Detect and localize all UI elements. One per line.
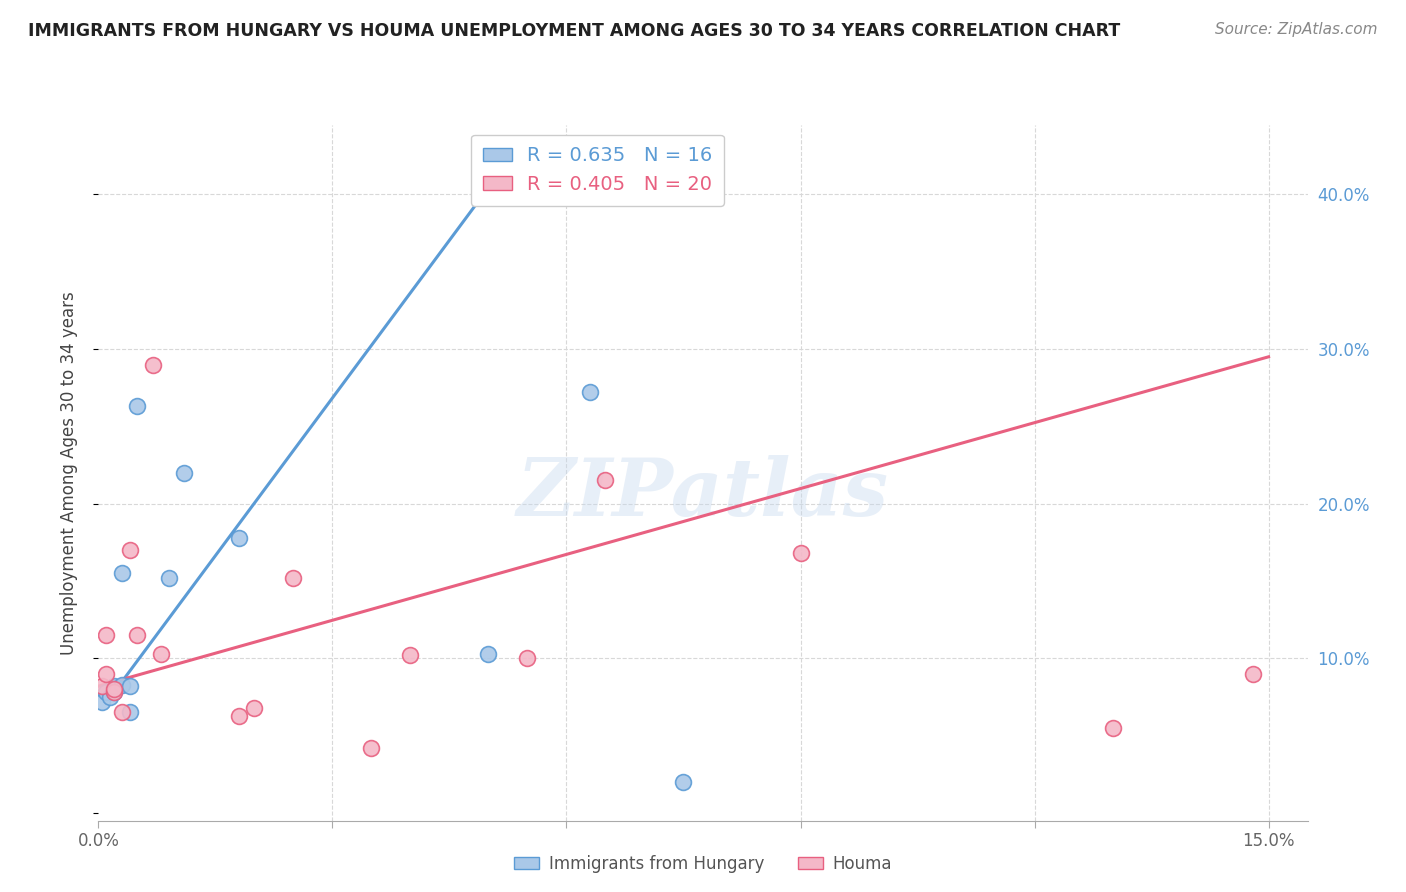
- Point: [91, 695, 114, 709]
- Point: [111, 677, 134, 691]
- Point: [283, 571, 305, 585]
- Point: [103, 685, 125, 699]
- Point: [228, 531, 250, 545]
- Point: [360, 741, 382, 756]
- Y-axis label: Unemployment Among Ages 30 to 34 years: Unemployment Among Ages 30 to 34 years: [59, 291, 77, 655]
- Point: [595, 474, 617, 488]
- Point: [127, 628, 149, 642]
- Point: [111, 566, 134, 581]
- Point: [96, 666, 118, 681]
- Point: [789, 546, 811, 560]
- Point: [672, 775, 695, 789]
- Point: [579, 385, 602, 400]
- Point: [96, 628, 118, 642]
- Point: [243, 700, 266, 714]
- Point: [103, 679, 125, 693]
- Text: ZIPatlas: ZIPatlas: [517, 455, 889, 533]
- Point: [149, 647, 172, 661]
- Point: [157, 571, 180, 585]
- Point: [477, 647, 499, 661]
- Point: [91, 679, 114, 693]
- Point: [1241, 666, 1264, 681]
- Point: [142, 358, 165, 372]
- Point: [127, 399, 149, 413]
- Point: [111, 706, 134, 720]
- Point: [118, 543, 141, 558]
- Point: [118, 679, 141, 693]
- Point: [516, 651, 538, 665]
- Point: [1101, 721, 1123, 735]
- Point: [103, 682, 125, 697]
- Point: [118, 706, 141, 720]
- Text: Source: ZipAtlas.com: Source: ZipAtlas.com: [1215, 22, 1378, 37]
- Legend: R = 0.635   N = 16, R = 0.405   N = 20: R = 0.635 N = 16, R = 0.405 N = 20: [471, 135, 724, 206]
- Point: [228, 708, 250, 723]
- Point: [173, 466, 195, 480]
- Point: [96, 685, 118, 699]
- Text: IMMIGRANTS FROM HUNGARY VS HOUMA UNEMPLOYMENT AMONG AGES 30 TO 34 YEARS CORRELAT: IMMIGRANTS FROM HUNGARY VS HOUMA UNEMPLO…: [28, 22, 1121, 40]
- Legend: Immigrants from Hungary, Houma: Immigrants from Hungary, Houma: [508, 848, 898, 880]
- Point: [98, 690, 121, 704]
- Point: [103, 685, 125, 699]
- Point: [399, 648, 422, 663]
